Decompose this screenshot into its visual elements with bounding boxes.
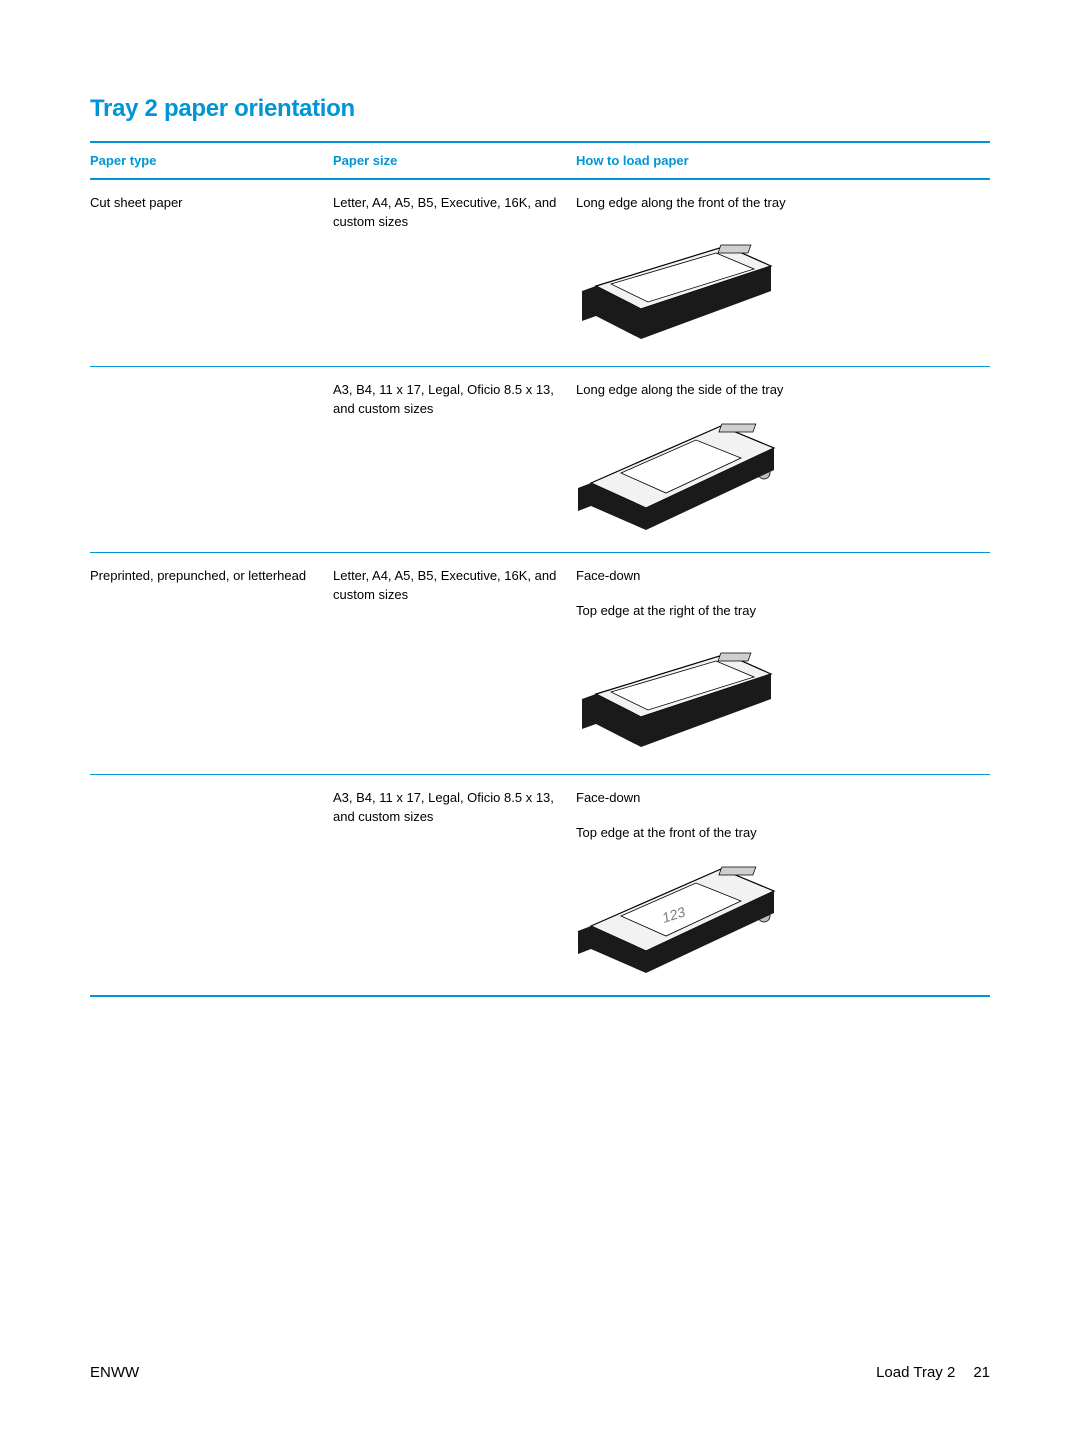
col-header-how: How to load paper	[576, 142, 990, 179]
cell-paper-type: Preprinted, prepunched, or letterhead	[90, 553, 333, 775]
page-footer: ENWW Load Tray 2 21	[90, 1364, 990, 1381]
footer-left: ENWW	[90, 1364, 139, 1381]
footer-right: Load Tray 2 21	[858, 1364, 990, 1381]
col-header-type: Paper type	[90, 142, 333, 179]
cell-paper-type	[90, 774, 333, 996]
table-row: A3, B4, 11 x 17, Legal, Oficio 8.5 x 13,…	[90, 366, 990, 553]
how-to-load-line: Long edge along the side of the tray	[576, 381, 984, 400]
table-header-row: Paper type Paper size How to load paper	[90, 142, 990, 179]
table-row: A3, B4, 11 x 17, Legal, Oficio 8.5 x 13,…	[90, 774, 990, 996]
cell-how-to-load: Face-down Top edge at the right of the tr…	[576, 553, 990, 775]
tray-illustration: 123	[576, 843, 984, 982]
how-to-load-line: Face-down	[576, 789, 984, 808]
cell-how-to-load: Long edge along the side of the tray	[576, 366, 990, 553]
how-to-load-line: Long edge along the front of the tray	[576, 194, 984, 213]
cell-paper-type: Cut sheet paper	[90, 179, 333, 366]
cell-paper-type	[90, 366, 333, 553]
how-to-load-line: Face-down	[576, 567, 984, 586]
cell-paper-size: A3, B4, 11 x 17, Legal, Oficio 8.5 x 13,…	[333, 774, 576, 996]
table-row: Preprinted, prepunched, or letterheadLet…	[90, 553, 990, 775]
cell-how-to-load: Face-down Top edge at the front of the tr…	[576, 774, 990, 996]
tray-illustration	[576, 621, 984, 760]
how-to-load-line: Top edge at the right of the tray	[576, 602, 984, 621]
how-to-load-line: Top edge at the front of the tray	[576, 824, 984, 843]
tray-illustration	[576, 400, 984, 539]
col-header-size: Paper size	[333, 142, 576, 179]
footer-page-number: 21	[973, 1364, 990, 1381]
table-row: Cut sheet paperLetter, A4, A5, B5, Execu…	[90, 179, 990, 366]
orientation-table: Paper type Paper size How to load paper …	[90, 141, 990, 997]
cell-paper-size: Letter, A4, A5, B5, Executive, 16K, and …	[333, 179, 576, 366]
section-heading: Tray 2 paper orientation	[90, 95, 990, 123]
cell-paper-size: Letter, A4, A5, B5, Executive, 16K, and …	[333, 553, 576, 775]
cell-how-to-load: Long edge along the front of the tray	[576, 179, 990, 366]
cell-paper-size: A3, B4, 11 x 17, Legal, Oficio 8.5 x 13,…	[333, 366, 576, 553]
tray-illustration	[576, 213, 984, 352]
footer-section: Load Tray 2	[876, 1364, 955, 1381]
